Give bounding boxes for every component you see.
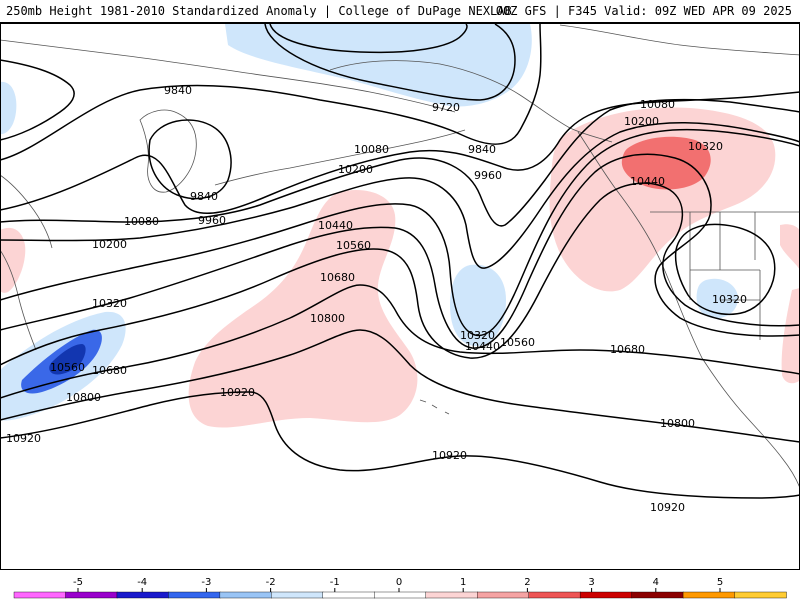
label-10680-b: 10680: [92, 364, 127, 377]
label-9720: 9720: [432, 101, 460, 114]
label-10200-c: 10200: [624, 115, 659, 128]
colorbar-swatch: [631, 591, 684, 599]
colorbar-swatch: [579, 591, 633, 599]
neg-anomaly-west-pacific-dark: [49, 344, 86, 375]
label-10200-b: 10200: [338, 163, 373, 176]
label-10440-a: 10440: [318, 219, 353, 232]
colorbar-ticks: -5 -4 -3 -2 -1 0 1 2 3 4 5: [73, 577, 723, 592]
contour-10200: [0, 122, 800, 269]
colorbar-tick-label: -2: [266, 577, 276, 588]
label-10320-d: 10320: [712, 293, 747, 306]
contour-10320: [0, 128, 800, 337]
colorbar-swatch: [477, 591, 530, 599]
colorbar-tick-label: -4: [137, 577, 147, 588]
label-9960-b: 9960: [474, 169, 502, 182]
colorbar-swatch: [734, 591, 787, 599]
label-10560-c: 10560: [50, 361, 85, 374]
contour-10440: [0, 153, 800, 349]
label-10920-a: 10920: [220, 386, 255, 399]
contour-labels: 9720 9840 9840 9840 9960 9960 10080 1008…: [6, 84, 747, 514]
label-10920-b: 10920: [6, 432, 41, 445]
colorbar-swatches: [13, 591, 787, 599]
model-run-info: 00Z GFS | F345 Valid: 09Z WED APR 09 202…: [495, 4, 792, 18]
colorbar-swatch: [322, 591, 375, 599]
contour-10320-us: [674, 223, 776, 315]
colorbar-tick-label: -1: [330, 577, 340, 588]
colorbar-tick-label: -5: [73, 577, 83, 588]
coast-alaska: [329, 60, 613, 143]
contour-9720-closed: [269, 23, 468, 54]
hawaii-islands: [419, 399, 450, 415]
label-10320-b: 10320: [460, 329, 495, 342]
colorbar-swatch: [219, 591, 273, 599]
anomaly-colorbar: -5 -4 -3 -2 -1 0 1 2 3 4 5: [13, 577, 787, 599]
coast-aleutians: [214, 129, 466, 186]
colorbar-swatch: [13, 591, 67, 599]
contour-10080: [0, 98, 800, 227]
label-10080-b: 10080: [354, 143, 389, 156]
coast-siberia: [0, 39, 456, 113]
contour-9960: [0, 91, 800, 214]
label-10200-a: 10200: [92, 238, 127, 251]
label-10680-c: 10680: [610, 343, 645, 356]
label-10320-a: 10320: [92, 297, 127, 310]
colorbar-tick-label: 3: [588, 577, 594, 588]
label-10680-a: 10680: [320, 271, 355, 284]
label-10560-b: 10560: [500, 336, 535, 349]
pos-anomaly-east-edge: [780, 224, 800, 270]
label-10440-c: 10440: [630, 175, 665, 188]
colorbar-tick-label: 0: [396, 577, 402, 588]
coast-bc-wa: [577, 131, 703, 359]
colorbar-swatch: [374, 591, 427, 599]
colorbar-swatch: [528, 591, 581, 599]
height-anomaly-map: 9720 9840 9840 9840 9960 9960 10080 1008…: [0, 23, 800, 570]
colorbar-tick-label: 4: [653, 577, 659, 588]
contour-10920: [0, 391, 800, 499]
colorbar-swatch: [116, 591, 170, 599]
colorbar-tick-label: -3: [201, 577, 211, 588]
contour-10800: [0, 329, 800, 443]
label-10080-a: 10080: [124, 215, 159, 228]
label-10080-c: 10080: [640, 98, 675, 111]
us-state-lines: [689, 212, 761, 340]
contour-10680: [0, 284, 800, 399]
label-10560-a: 10560: [336, 239, 371, 252]
colorbar-tick-label: 1: [460, 577, 466, 588]
neg-anomaly-westedge: [0, 81, 17, 135]
label-10800-c: 10800: [660, 417, 695, 430]
pos-anomaly-pnw-core: [621, 136, 711, 190]
colorbar-tick-label: 2: [524, 577, 530, 588]
height-contours: [0, 23, 800, 499]
colorbar-swatch: [168, 591, 221, 599]
coast-japan: [0, 174, 53, 249]
colorbar-swatch: [65, 591, 118, 599]
contour-9840-main: [0, 23, 542, 161]
label-9840-b: 9840: [190, 190, 218, 203]
label-9840-a: 9840: [164, 84, 192, 97]
contour-10560: [0, 182, 800, 366]
label-10920-c: 10920: [432, 449, 467, 462]
label-9840-c: 9840: [468, 143, 496, 156]
label-10320-c: 10320: [688, 140, 723, 153]
contour-9840-low: [148, 119, 232, 200]
pos-anomaly-west-edge: [0, 227, 26, 293]
colorbar-swatch: [425, 591, 478, 599]
label-10800-b: 10800: [66, 391, 101, 404]
map-header: 250mb Height 1981-2010 Standardized Anom…: [0, 0, 800, 23]
coast-kamchatka: [139, 109, 197, 193]
label-10800-a: 10800: [310, 312, 345, 325]
label-9960-a: 9960: [198, 214, 226, 227]
colorbar-tick-label: 5: [717, 577, 723, 588]
colorbar-swatch: [682, 591, 736, 599]
coast-baja: [701, 357, 800, 489]
coast-north-canada: [559, 24, 800, 56]
neg-anomaly-us-west: [696, 278, 738, 319]
label-10920-d: 10920: [650, 501, 685, 514]
pos-anomaly-pnw: [549, 107, 776, 292]
contour-9720: [264, 23, 516, 101]
label-10440-b: 10440: [465, 340, 500, 353]
map-title: 250mb Height 1981-2010 Standardized Anom…: [6, 4, 512, 18]
colorbar-swatch: [271, 591, 324, 599]
contour-9840: [0, 59, 75, 141]
